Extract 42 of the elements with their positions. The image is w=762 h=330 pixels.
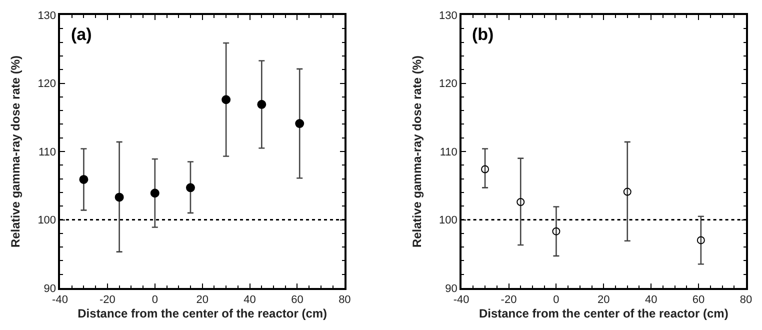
point bbox=[257, 100, 266, 109]
point bbox=[481, 165, 490, 174]
x-tick-label: 40 bbox=[644, 294, 658, 306]
x-axis-title: Distance from the center of the reactor (cm) bbox=[478, 306, 728, 320]
y-tick-label: 130 bbox=[38, 10, 56, 22]
point bbox=[222, 95, 231, 104]
y-axis-title: Relative gamma-ray dose rate (%) bbox=[8, 55, 22, 248]
point bbox=[186, 183, 195, 192]
annotation: (a) bbox=[71, 25, 92, 44]
point bbox=[552, 227, 560, 236]
y-tick-label: 130 bbox=[439, 10, 458, 22]
point bbox=[79, 174, 88, 184]
y-tick-label: 100 bbox=[439, 214, 458, 227]
x-tick-label: 0 bbox=[553, 294, 560, 306]
y-tick-label: 100 bbox=[38, 214, 56, 227]
x-tick-label: -20 bbox=[500, 294, 517, 306]
x-tick-label: -40 bbox=[52, 294, 68, 306]
x-tick-label: -20 bbox=[99, 294, 116, 306]
x-tick-label: 80 bbox=[338, 294, 351, 306]
x-axis-title: Distance from the center of the reactor (cm) bbox=[78, 306, 328, 320]
point bbox=[150, 188, 160, 198]
x-tick-label: 80 bbox=[740, 294, 752, 306]
x-tick-label: 20 bbox=[598, 294, 610, 306]
y-axis-title: Relative gamma-ray dose rate (%) bbox=[410, 55, 424, 248]
y-tick-label: 90 bbox=[44, 282, 56, 295]
x-tick-label: 60 bbox=[692, 294, 705, 306]
y-tick-label: 120 bbox=[439, 78, 458, 90]
point bbox=[696, 236, 705, 244]
point bbox=[623, 188, 632, 196]
x-tick-label: 60 bbox=[291, 294, 304, 306]
point bbox=[114, 192, 124, 202]
y-tick-label: 110 bbox=[38, 146, 56, 158]
point bbox=[516, 198, 525, 206]
point bbox=[295, 119, 304, 128]
x-tick-label: -40 bbox=[453, 294, 470, 306]
x-tick-label: 40 bbox=[244, 294, 256, 306]
y-tick-label: 90 bbox=[445, 282, 458, 295]
annotation: (b) bbox=[472, 25, 494, 44]
x-tick-label: 20 bbox=[196, 294, 208, 306]
y-tick-label: 110 bbox=[440, 146, 458, 158]
y-tick-label: 120 bbox=[38, 78, 56, 90]
x-tick-label: 0 bbox=[152, 294, 158, 306]
